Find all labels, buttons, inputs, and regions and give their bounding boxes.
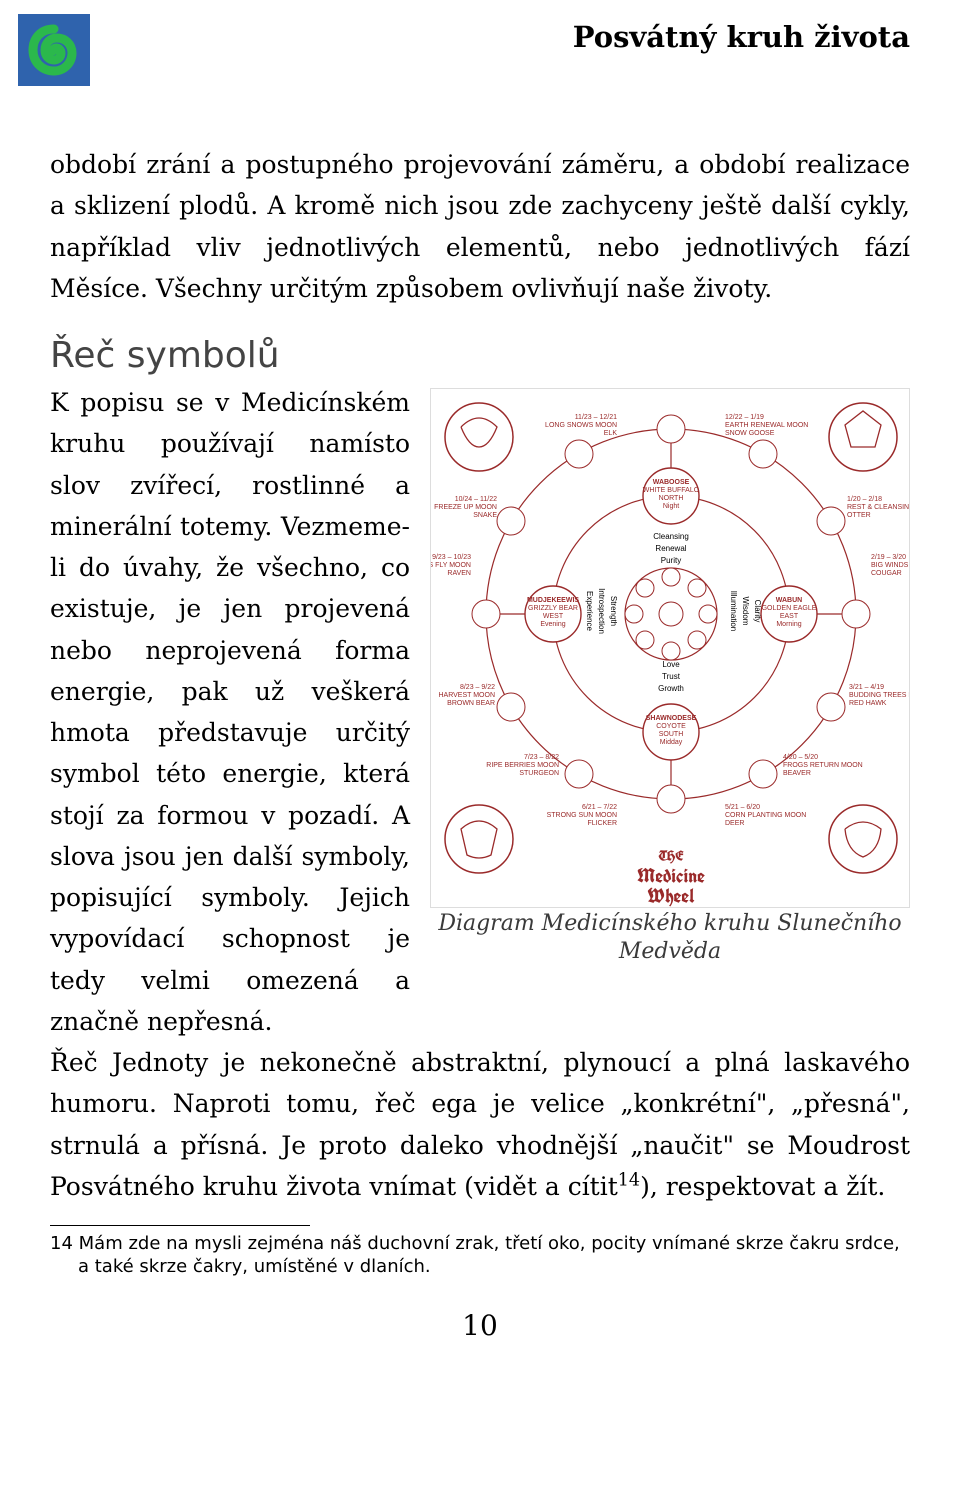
moon-4-name: DUCKS FLY MOON [431,562,471,569]
moon-2-dates: 10/24 – 11/22 [455,496,497,503]
dir-west-sub3: Evening [540,621,565,628]
moon-4-animal: RAVEN [447,570,471,577]
paragraph-3b: ), respektovat a žít. [640,1172,885,1201]
spoke-s-1: Trust [662,672,681,681]
wrap-section: WABOOSE WHITE BUFFALO NORTH Night WABUN … [50,382,910,1207]
spoke-e-2: Clarity [753,600,762,623]
moon-9-dates: 4/20 – 5/20 [783,754,818,761]
moon-0-dates: 11/23 – 12/21 [575,414,617,421]
moon-3-animal: OTTER [847,512,871,519]
spoke-w-1: Introspection [597,588,606,634]
spoke-w-0: Experience [585,591,594,632]
spoke-s-0: Love [662,660,680,669]
moon-6-dates: 8/23 – 9/22 [460,684,495,691]
diagram-title-3: Wheel [647,882,695,908]
dir-south-name: SHAWNODESE [646,715,697,722]
spoke-w-2: Strength [609,596,618,626]
spiral-icon [27,23,81,77]
moon-3-name: REST & CLEANSING MOON [847,504,910,511]
figure-caption: Diagram Medicínského kruhu Slunečního Me… [430,910,910,965]
moon-9-name: FROGS RETURN MOON [783,762,863,769]
spoke-n-0: Cleansing [653,532,689,541]
moon-3-dates: 1/20 – 2/18 [847,496,882,503]
dir-east-sub1: GOLDEN EAGLE [762,605,817,612]
moon-11-animal: DEER [725,820,744,827]
moon-2-name: FREEZE UP MOON [434,504,497,511]
moon-11-dates: 5/21 – 6/20 [725,804,760,811]
section-heading: Řeč symbolů [50,335,910,376]
moon-7-dates: 3/21 – 4/19 [849,684,884,691]
moon-10-animal: FLICKER [587,820,617,827]
dir-north-name: WABOOSE [653,479,690,486]
paragraph-3: Řeč Jednoty je nekonečně abstraktní, ply… [50,1042,910,1207]
page-number: 10 [50,1309,910,1342]
spoke-e-0: Illumination [729,591,738,631]
dir-west-sub2: WEST [543,613,564,620]
moon-0-name: LONG SNOWS MOON [545,422,617,429]
moon-8-animal: STURGEON [519,770,559,777]
moon-7-name: BUDDING TREES MOON [849,692,910,699]
moon-1-animal: SNOW GOOSE [725,430,775,437]
moon-7-animal: RED HAWK [849,700,887,707]
moon-5-dates: 2/19 – 3/20 [871,554,906,561]
document-page: Posvátný kruh života období zrání a post… [0,0,960,1499]
footnote-num: 14 [50,1233,73,1254]
moon-1-dates: 12/22 – 1/19 [725,414,764,421]
paragraph-1: období zrání a postupného projevování zá… [50,144,910,309]
moon-6-name: HARVEST MOON [438,692,495,699]
medicine-wheel-diagram: WABOOSE WHITE BUFFALO NORTH Night WABUN … [430,388,910,908]
dir-east-sub3: Morning [776,621,801,628]
running-title: Posvátný kruh života [573,20,910,54]
dir-east-name: WABUN [776,597,802,604]
dir-north-sub2: NORTH [659,495,684,502]
spoke-e-1: Wisdom [741,597,750,626]
dir-east-sub2: EAST [780,613,799,620]
dir-south-sub3: Midday [660,739,683,746]
logo-box [18,14,90,86]
moon-8-dates: 7/23 – 8/22 [524,754,559,761]
dir-north-sub3: Night [663,503,679,510]
medicine-wheel-figure: WABOOSE WHITE BUFFALO NORTH Night WABUN … [430,388,910,965]
moon-4-dates: 9/23 – 10/23 [432,554,471,561]
footnote-ref: 14 [618,1170,640,1190]
page-header: Posvátný kruh života [50,14,910,86]
moon-11-name: CORN PLANTING MOON [725,812,806,819]
spoke-n-2: Purity [661,556,681,565]
moon-9-animal: BEAVER [783,770,811,777]
dir-west-sub1: GRIZZLY BEAR [528,605,578,612]
moon-5-animal: COUGAR [871,570,902,577]
moon-5-name: BIG WINDS MOON [871,562,910,569]
moon-8-name: RIPE BERRIES MOON [486,762,559,769]
dir-west-name: MUDJEKEEWIS [527,597,579,604]
moon-1-name: EARTH RENEWAL MOON [725,422,808,429]
moon-6-animal: BROWN BEAR [447,700,495,707]
moon-10-dates: 6/21 – 7/22 [582,804,617,811]
moon-0-animal: ELK [604,430,618,437]
dir-north-sub1: WHITE BUFFALO [643,487,700,494]
spoke-s-2: Growth [658,684,684,693]
footnote-rule [50,1225,310,1226]
footnote-14: 14 Mám zde na mysli zejména náš duchovní… [50,1232,910,1279]
moon-2-animal: SNAKE [473,512,497,519]
footnote-text: Mám zde na mysli zejména náš duchovní zr… [78,1233,900,1277]
moon-10-name: STRONG SUN MOON [547,812,617,819]
dir-south-sub2: SOUTH [659,731,684,738]
dir-south-sub1: COYOTE [656,723,686,730]
spoke-n-1: Renewal [655,544,686,553]
